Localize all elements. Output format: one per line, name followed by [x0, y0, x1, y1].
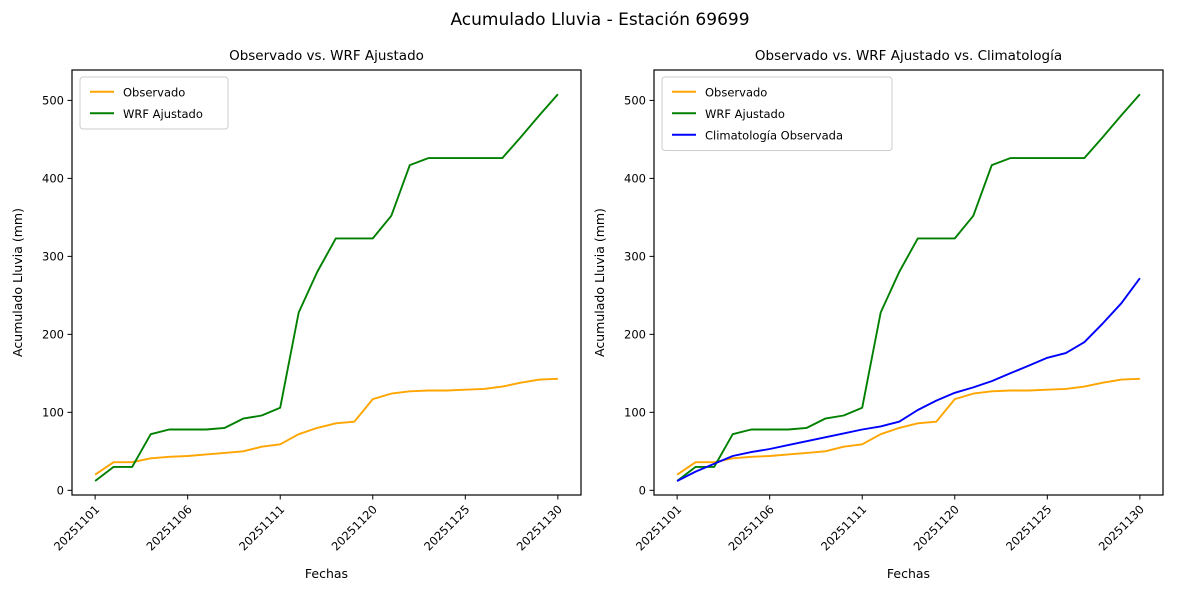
y-tick-label: 400	[624, 171, 646, 185]
y-axis-label: Acumulado Lluvia (mm)	[592, 208, 607, 357]
y-tick-label: 300	[42, 249, 64, 263]
y-tick-label: 0	[639, 483, 646, 497]
legend-label: Climatología Observada	[705, 128, 843, 142]
y-tick-label: 300	[624, 249, 646, 263]
x-tick-label: 20251106	[726, 502, 777, 553]
x-axis-label: Fechas	[305, 566, 348, 581]
series-line-climatolog-a-observada	[676, 277, 1141, 482]
legend-box	[661, 76, 893, 151]
y-tick-label: 0	[57, 483, 64, 497]
series-line-observado	[676, 377, 1140, 476]
x-tick-label: 20251101	[633, 502, 684, 553]
subplot-title: Observado vs. WRF Ajustado	[229, 48, 424, 64]
y-tick-label: 500	[42, 93, 64, 107]
y-tick-label: 100	[624, 405, 646, 419]
y-tick-label: 500	[624, 93, 646, 107]
x-tick-label: 20251125	[1003, 502, 1054, 553]
y-tick-label: 200	[624, 327, 646, 341]
y-axis-label: Acumulado Lluvia (mm)	[10, 208, 25, 357]
y-tick-label: 200	[42, 327, 64, 341]
legend-label: Observado	[705, 85, 767, 99]
series-line-wrf-ajustado	[94, 93, 559, 482]
series-line-wrf-ajustado	[676, 93, 1141, 482]
axes-frame	[653, 69, 1164, 496]
legend-label: WRF Ajustado	[123, 107, 203, 121]
figure-title: Acumulado Lluvia - Estación 69699	[450, 10, 750, 30]
y-tick-label: 100	[42, 405, 64, 419]
legend-box	[79, 76, 229, 130]
legend-label: Observado	[123, 85, 185, 99]
series-line-observado	[94, 377, 558, 476]
axes-frame	[71, 69, 582, 496]
x-axis-label: Fechas	[887, 566, 930, 581]
x-tick-label: 20251120	[911, 502, 962, 553]
legend-label: WRF Ajustado	[705, 107, 785, 121]
x-tick-label: 20251111	[818, 502, 869, 553]
y-tick-label: 400	[42, 171, 64, 185]
x-tick-label: 20251130	[1096, 502, 1147, 553]
subplot-title: Observado vs. WRF Ajustado vs. Climatolo…	[755, 48, 1062, 64]
